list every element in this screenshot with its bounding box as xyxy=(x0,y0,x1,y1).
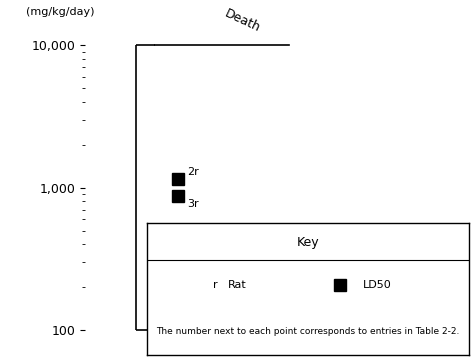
Text: Key: Key xyxy=(297,236,319,249)
Text: LD50: LD50 xyxy=(363,280,392,290)
Text: 2r: 2r xyxy=(187,167,199,177)
Text: Death: Death xyxy=(222,7,263,35)
Text: r: r xyxy=(213,280,218,290)
Text: The number next to each point corresponds to entries in Table 2-2.: The number next to each point correspond… xyxy=(156,327,460,336)
Text: 3r: 3r xyxy=(187,199,199,209)
Text: Rat: Rat xyxy=(228,280,246,290)
Text: 1r: 1r xyxy=(187,284,199,294)
Text: (mg/kg/day): (mg/kg/day) xyxy=(26,7,95,17)
